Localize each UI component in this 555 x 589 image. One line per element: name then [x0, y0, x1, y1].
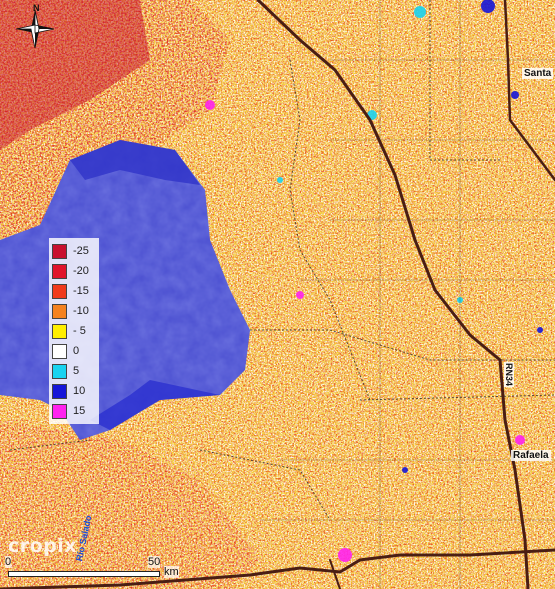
- place-label-santa: Santa: [522, 68, 554, 79]
- legend-swatch: [52, 303, 67, 319]
- scale-start-label: 0: [5, 556, 12, 568]
- legend-item: 0: [52, 341, 99, 361]
- legend-item: -10: [52, 301, 99, 321]
- legend-item: 5: [52, 361, 99, 381]
- legend-item: 15: [52, 401, 99, 421]
- legend-label: 0: [73, 345, 80, 357]
- legend-label: -15: [73, 285, 89, 297]
- place-label-rafaela: Rafaela: [511, 450, 551, 461]
- route-label-rn34: RN34: [504, 362, 514, 388]
- scale-bar-line: [8, 571, 160, 577]
- legend-swatch: [52, 363, 67, 379]
- legend-label: - 5: [73, 325, 86, 337]
- legend-swatch: [52, 403, 67, 419]
- north-letter: N: [33, 3, 40, 13]
- legend-swatch: [52, 343, 67, 359]
- legend-label: 5: [73, 365, 80, 377]
- legend-label: 15: [73, 405, 86, 417]
- legend-swatch: [52, 323, 67, 339]
- legend-swatch: [52, 243, 67, 259]
- legend-label: -20: [73, 265, 89, 277]
- scale-unit-label: km: [164, 566, 179, 578]
- legend-item: 10: [52, 381, 99, 401]
- scale-bar: 0 50 km: [5, 556, 179, 582]
- north-arrow-icon: N: [12, 3, 58, 52]
- legend-label: -25: [73, 245, 89, 257]
- legend-label: -10: [73, 305, 89, 317]
- legend-swatch: [52, 263, 67, 279]
- legend-swatch: [52, 283, 67, 299]
- legend-label: 10: [73, 385, 86, 397]
- scale-end-label: 50: [148, 556, 161, 568]
- legend-item: -20: [52, 261, 99, 281]
- legend-item: -25: [52, 241, 99, 261]
- legend-item: -15: [52, 281, 99, 301]
- legend: -25 -20 -15 -10 - 5 0 5 10 15: [49, 238, 99, 424]
- legend-item: - 5: [52, 321, 99, 341]
- legend-swatch: [52, 383, 67, 399]
- cropix-logo: cropix: [8, 535, 78, 557]
